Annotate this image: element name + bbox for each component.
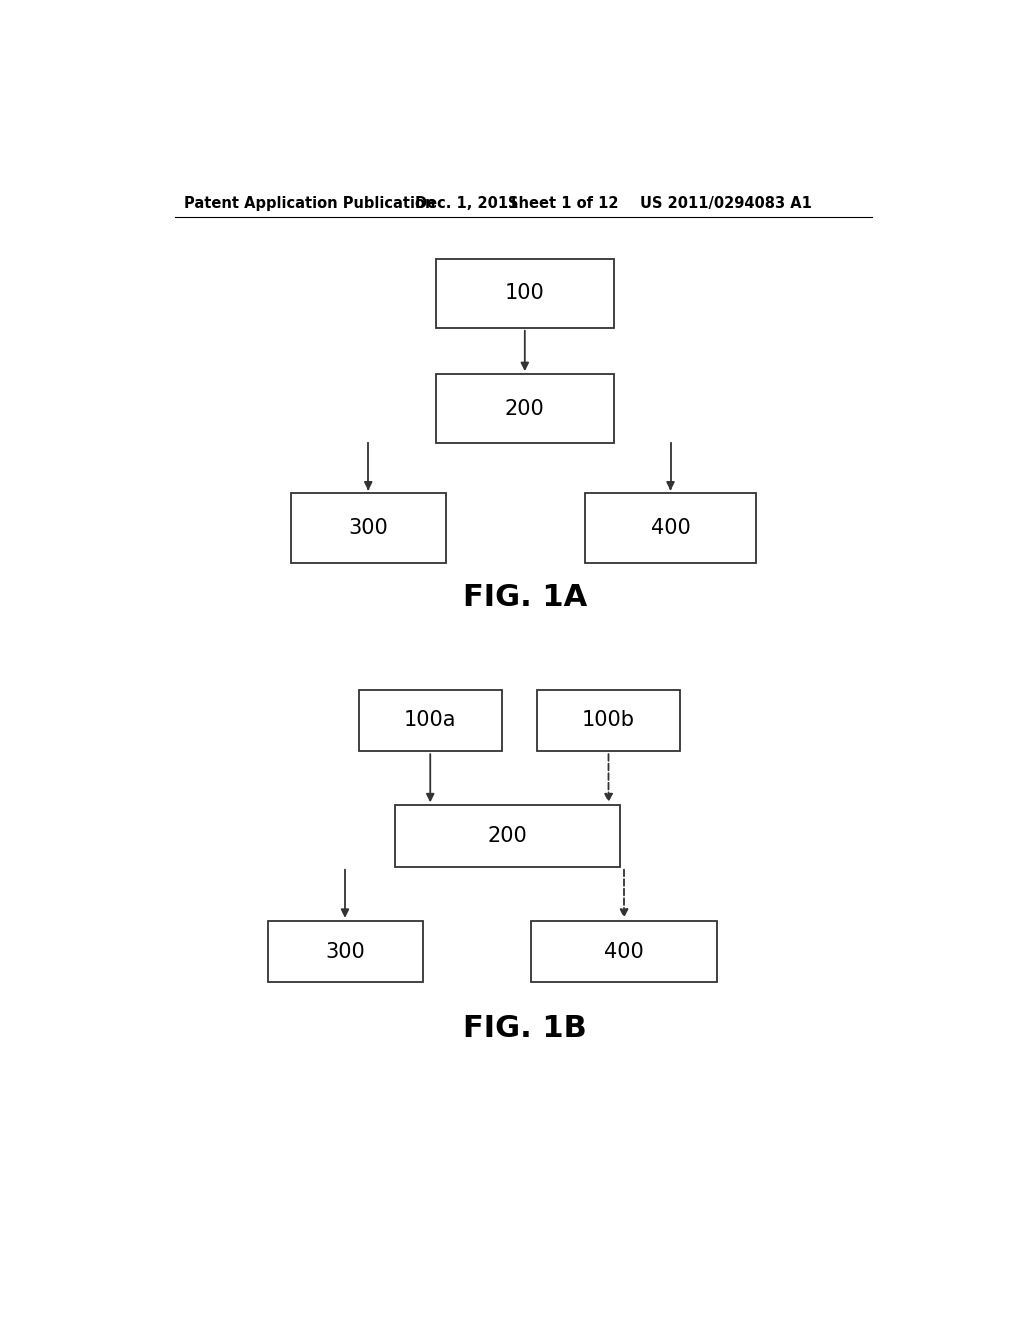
Text: 200: 200 bbox=[505, 399, 545, 418]
Text: 100a: 100a bbox=[404, 710, 457, 730]
Text: 400: 400 bbox=[604, 941, 644, 961]
Bar bbox=[267, 921, 423, 982]
Text: Dec. 1, 2011: Dec. 1, 2011 bbox=[415, 195, 518, 211]
Text: FIG. 1B: FIG. 1B bbox=[463, 1014, 587, 1043]
Bar bbox=[586, 494, 756, 562]
Text: 100b: 100b bbox=[582, 710, 635, 730]
Text: 400: 400 bbox=[650, 517, 690, 539]
Bar bbox=[537, 689, 680, 751]
Text: 100: 100 bbox=[505, 284, 545, 304]
Bar bbox=[435, 259, 614, 327]
Bar bbox=[531, 921, 717, 982]
Text: 300: 300 bbox=[348, 517, 388, 539]
Text: 300: 300 bbox=[326, 941, 365, 961]
Bar bbox=[358, 689, 502, 751]
Text: 200: 200 bbox=[487, 826, 527, 846]
Bar bbox=[291, 494, 445, 562]
Bar bbox=[435, 374, 614, 444]
Bar bbox=[395, 805, 621, 867]
Text: Sheet 1 of 12: Sheet 1 of 12 bbox=[508, 195, 618, 211]
Text: Patent Application Publication: Patent Application Publication bbox=[183, 195, 435, 211]
Text: FIG. 1A: FIG. 1A bbox=[463, 583, 587, 611]
Text: US 2011/0294083 A1: US 2011/0294083 A1 bbox=[640, 195, 811, 211]
